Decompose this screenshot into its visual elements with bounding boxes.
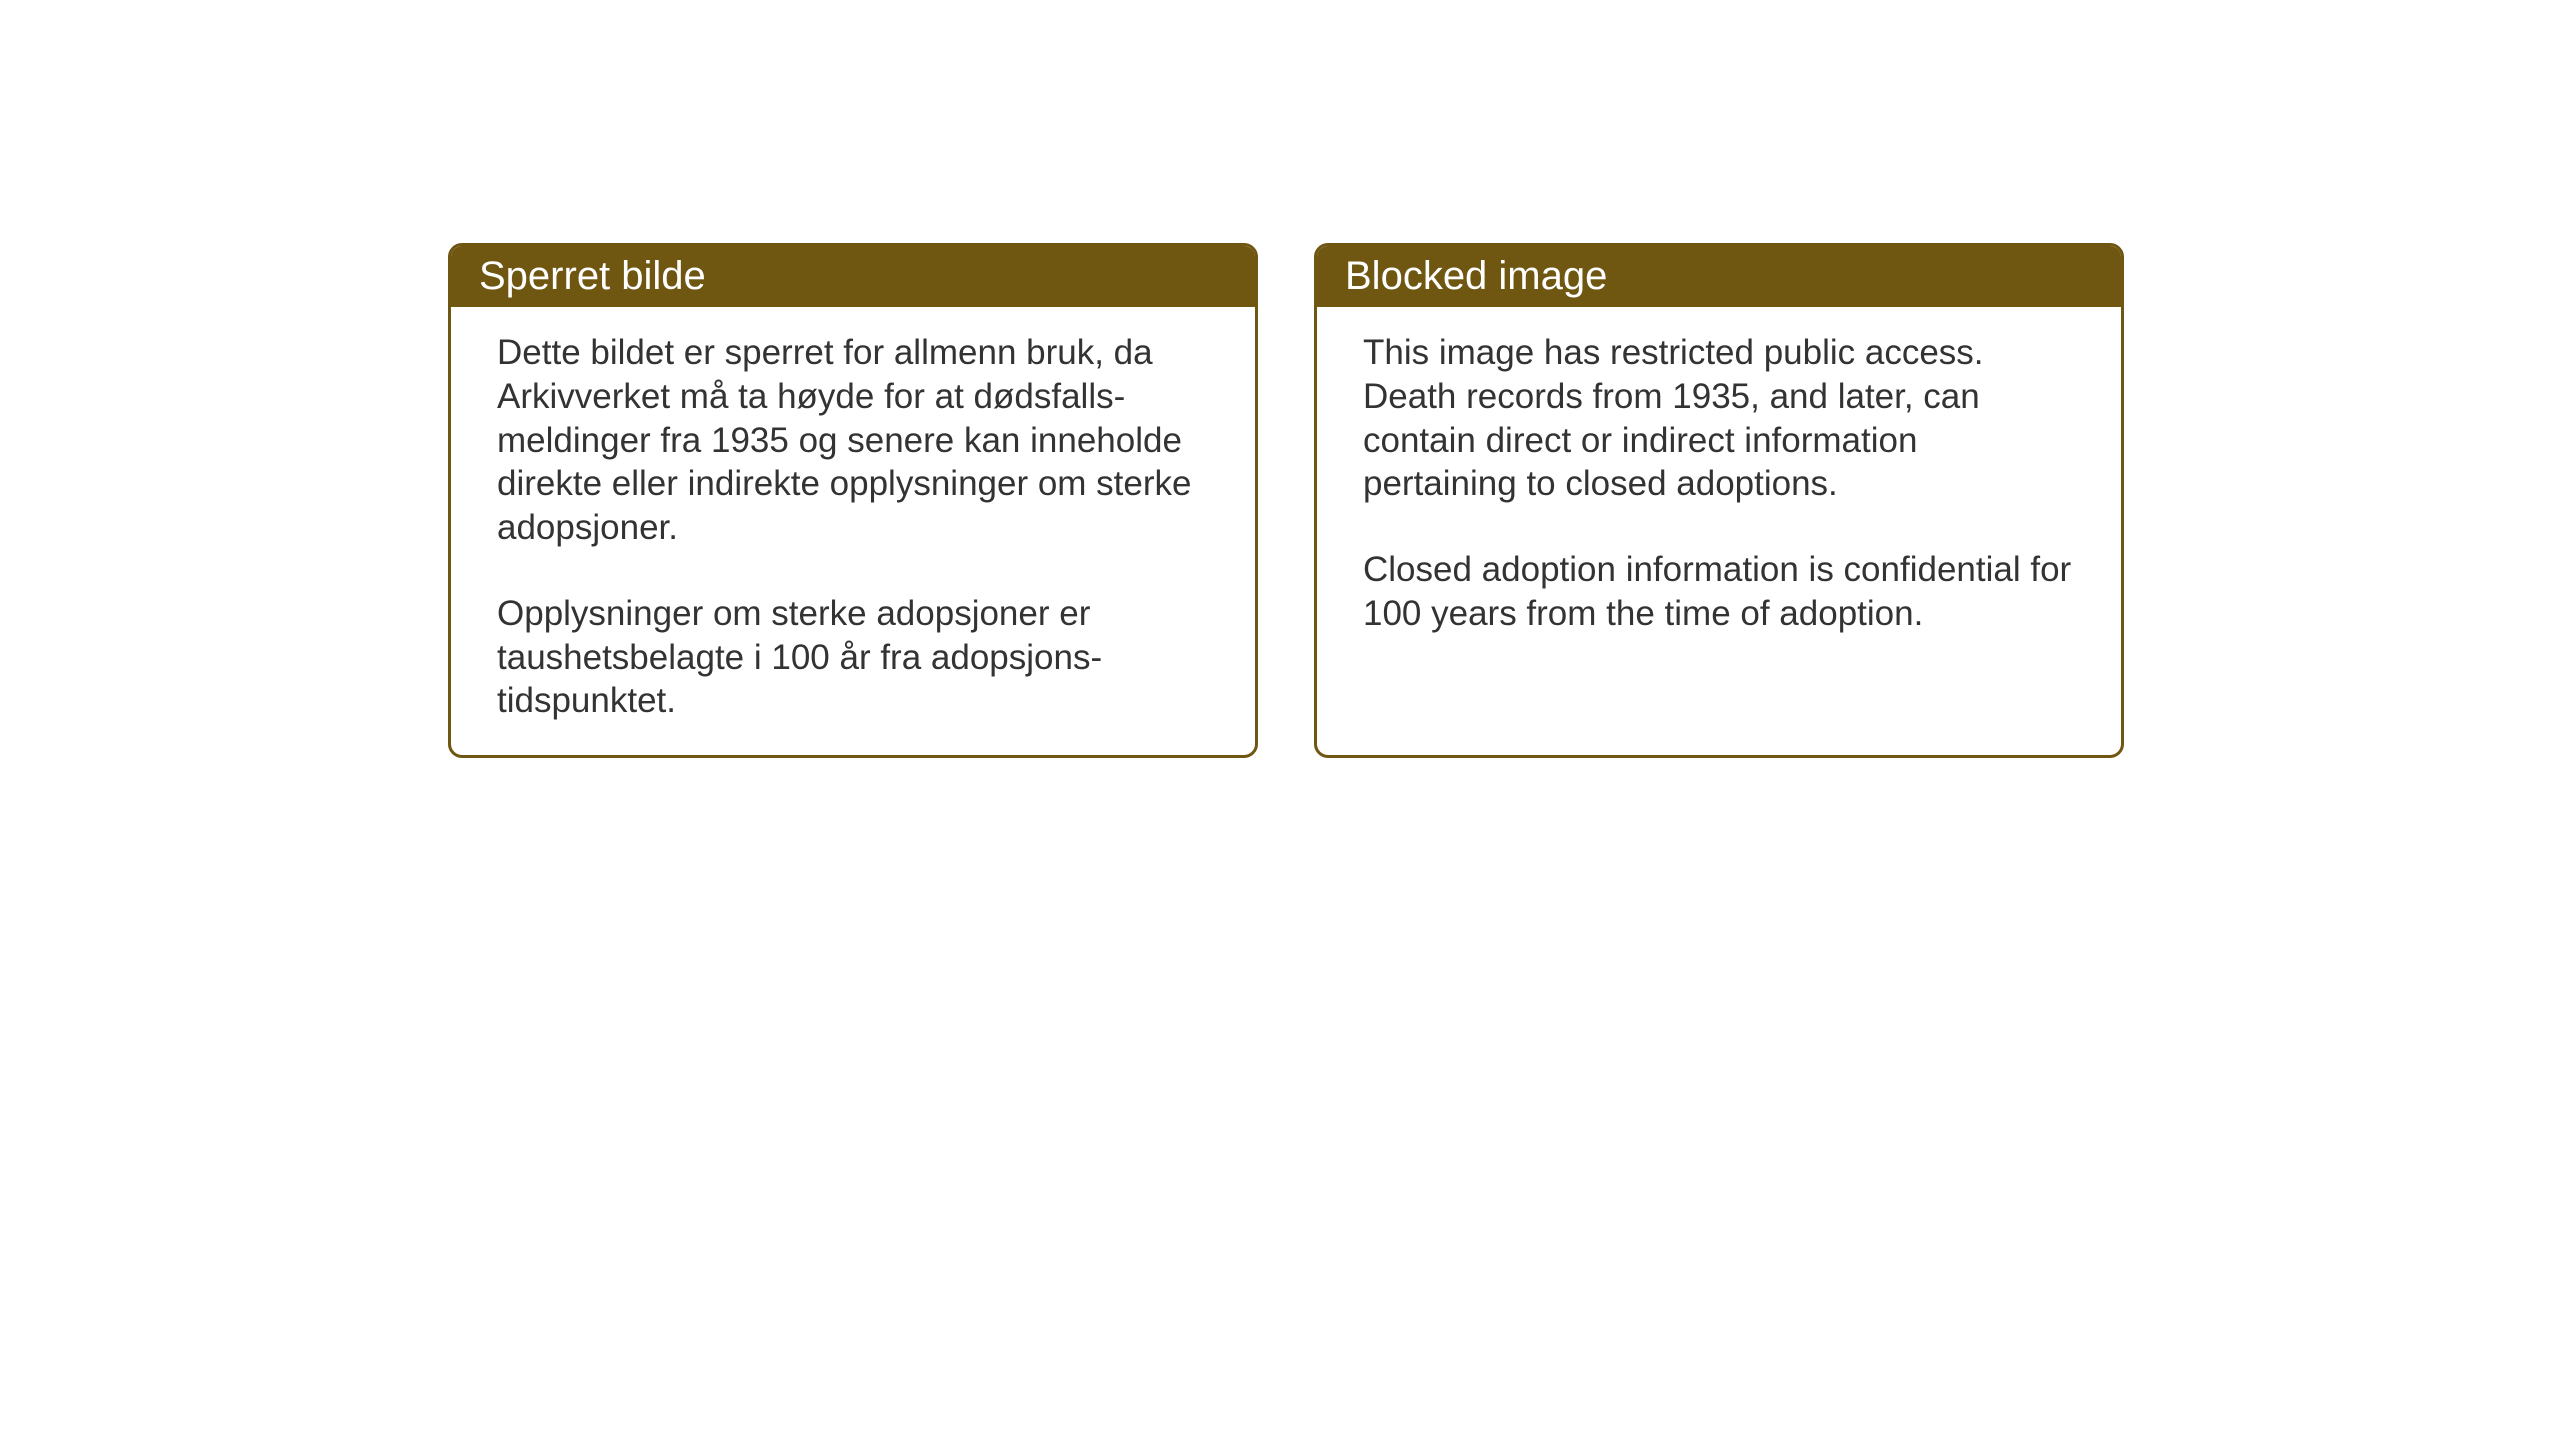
english-card: Blocked image This image has restricted … (1314, 243, 2124, 758)
english-paragraph-1: This image has restricted public access.… (1363, 331, 2075, 506)
norwegian-paragraph-2: Opplysninger om sterke adopsjoner er tau… (497, 592, 1209, 723)
norwegian-card-title: Sperret bilde (479, 254, 706, 298)
english-paragraph-2: Closed adoption information is confident… (1363, 548, 2075, 636)
english-card-body: This image has restricted public access.… (1317, 307, 2121, 707)
norwegian-card-header: Sperret bilde (451, 246, 1255, 307)
cards-container: Sperret bilde Dette bildet er sperret fo… (448, 243, 2124, 758)
english-card-title: Blocked image (1345, 254, 1607, 298)
norwegian-card-body: Dette bildet er sperret for allmenn bruk… (451, 307, 1255, 755)
english-card-header: Blocked image (1317, 246, 2121, 307)
norwegian-card: Sperret bilde Dette bildet er sperret fo… (448, 243, 1258, 758)
norwegian-paragraph-1: Dette bildet er sperret for allmenn bruk… (497, 331, 1209, 550)
